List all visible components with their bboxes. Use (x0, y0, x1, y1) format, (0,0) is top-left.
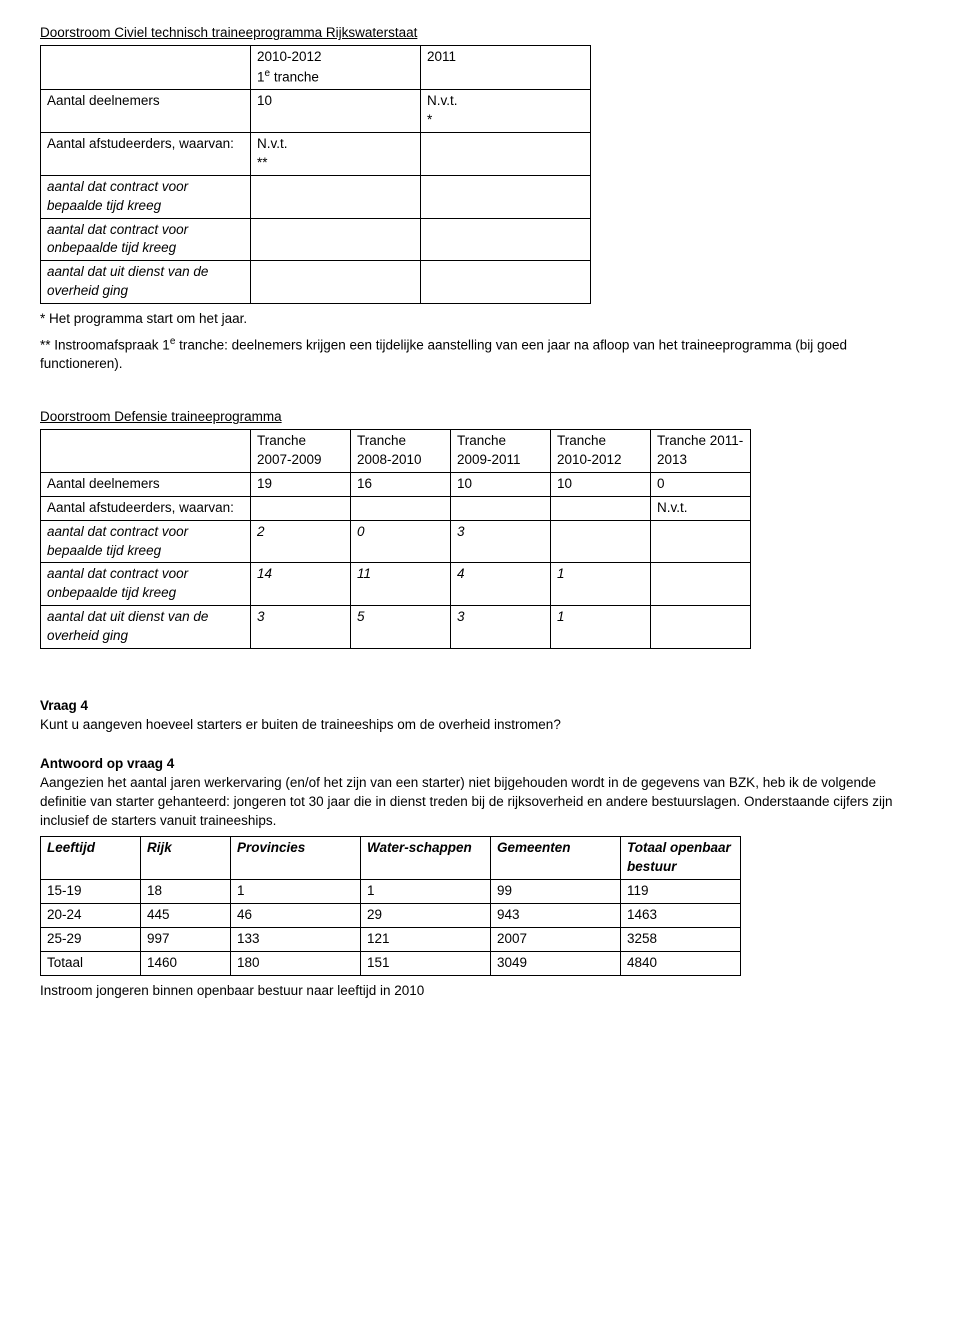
table-cell: 10 (451, 472, 551, 496)
table-cell: Totaal (41, 951, 141, 975)
note2-a: ** Instroomafspraak 1 (40, 337, 170, 352)
table-cell (421, 175, 591, 218)
table-cell: 16 (351, 472, 451, 496)
table-cell: 0 (651, 472, 751, 496)
table-cell: 1460 (141, 951, 231, 975)
table3-header: Rijk (141, 837, 231, 880)
table-cell: 20-24 (41, 904, 141, 928)
table2-header: Tranche 2008-2010 (351, 430, 451, 473)
table-cell (421, 261, 591, 304)
table2-header: Tranche 2010-2012 (551, 430, 651, 473)
section1-note1: * Het programma start om het jaar. (40, 310, 920, 329)
table-row-label: Aantal afstudeerders, waarvan: (41, 496, 251, 520)
table-cell: 5 (351, 606, 451, 649)
table-cell: 25-29 (41, 927, 141, 951)
table-row-label: aantal dat contract voor onbepaalde tijd… (41, 218, 251, 261)
table-cell: 3258 (621, 927, 741, 951)
table-cell: 1 (231, 880, 361, 904)
table-cell: 4840 (621, 951, 741, 975)
table-cell: 10 (251, 90, 421, 133)
table-cell: 3 (251, 606, 351, 649)
table-cell: 1 (551, 606, 651, 649)
section1-title: Doorstroom Civiel technisch traineeprogr… (40, 24, 920, 43)
table-cell: 11 (351, 563, 451, 606)
table-cell (551, 520, 651, 563)
table-cell: 2 (251, 520, 351, 563)
table-row-label: aantal dat uit dienst van de overheid gi… (41, 606, 251, 649)
table-cell: 943 (491, 904, 621, 928)
table1-header: 2010-20121e tranche (251, 45, 421, 89)
table-cell: 1 (551, 563, 651, 606)
table-row-label: Aantal deelnemers (41, 472, 251, 496)
table3-header: Water-schappen (361, 837, 491, 880)
table-cell: 18 (141, 880, 231, 904)
section2-title: Doorstroom Defensie traineeprogramma (40, 408, 920, 427)
vraag4-text: Kunt u aangeven hoeveel starters er buit… (40, 717, 561, 732)
section1-table: 2010-20121e tranche2011 Aantal deelnemers… (40, 45, 591, 304)
table-cell: N.v.t.* (421, 90, 591, 133)
table-cell: 119 (621, 880, 741, 904)
table-cell (251, 496, 351, 520)
table-row-label: Aantal deelnemers (41, 90, 251, 133)
table-cell: 4 (451, 563, 551, 606)
table2-header: Tranche 2007-2009 (251, 430, 351, 473)
table-cell: 133 (231, 927, 361, 951)
table-cell: 3 (451, 606, 551, 649)
table-cell: 3049 (491, 951, 621, 975)
table-cell: 19 (251, 472, 351, 496)
table-cell: 151 (361, 951, 491, 975)
table-cell (251, 175, 421, 218)
table-cell (651, 520, 751, 563)
table2-header: Tranche 2011-2013 (651, 430, 751, 473)
table-cell: 2007 (491, 927, 621, 951)
table-cell (351, 496, 451, 520)
table-row-label: aantal dat uit dienst van de overheid gi… (41, 261, 251, 304)
table-cell: 121 (361, 927, 491, 951)
table2-header: Tranche 2009-2011 (451, 430, 551, 473)
table3-header: Provincies (231, 837, 361, 880)
table-cell: 997 (141, 927, 231, 951)
table-cell: 29 (361, 904, 491, 928)
table-cell: 1 (361, 880, 491, 904)
vraag4-heading: Vraag 4 (40, 698, 88, 713)
table3: LeeftijdRijkProvinciesWater-schappenGeme… (40, 836, 741, 975)
table-cell: 10 (551, 472, 651, 496)
table-row-label: aantal dat contract voor bepaalde tijd k… (41, 520, 251, 563)
antwoord4-heading: Antwoord op vraag 4 (40, 756, 174, 771)
table-cell: 3 (451, 520, 551, 563)
table1-header-blank (41, 45, 251, 89)
table-cell: 180 (231, 951, 361, 975)
table-cell: 0 (351, 520, 451, 563)
table-cell (251, 218, 421, 261)
section2-table: Tranche 2007-2009Tranche 2008-2010Tranch… (40, 429, 751, 649)
table3-caption: Instroom jongeren binnen openbaar bestuu… (40, 982, 920, 1001)
table-cell (421, 218, 591, 261)
table-cell: 46 (231, 904, 361, 928)
table-row-label: aantal dat contract voor bepaalde tijd k… (41, 175, 251, 218)
table-cell (551, 496, 651, 520)
section1-note2: ** Instroomafspraak 1e tranche: deelneme… (40, 335, 920, 374)
table-cell: N.v.t.** (251, 132, 421, 175)
table-cell (651, 563, 751, 606)
table-cell: 14 (251, 563, 351, 606)
table-cell: 99 (491, 880, 621, 904)
table-cell: N.v.t. (651, 496, 751, 520)
table-cell (451, 496, 551, 520)
table-cell: 1463 (621, 904, 741, 928)
table2-header (41, 430, 251, 473)
table-cell: 445 (141, 904, 231, 928)
table-cell: 15-19 (41, 880, 141, 904)
antwoord4-text: Aangezien het aantal jaren werkervaring … (40, 775, 893, 828)
table3-header: Leeftijd (41, 837, 141, 880)
table-row-label: aantal dat contract voor onbepaalde tijd… (41, 563, 251, 606)
table3-header: Gemeenten (491, 837, 621, 880)
table-cell (421, 132, 591, 175)
table-cell (651, 606, 751, 649)
table1-header: 2011 (421, 45, 591, 89)
table-cell (251, 261, 421, 304)
table-row-label: Aantal afstudeerders, waarvan: (41, 132, 251, 175)
table3-header: Totaal openbaar bestuur (621, 837, 741, 880)
